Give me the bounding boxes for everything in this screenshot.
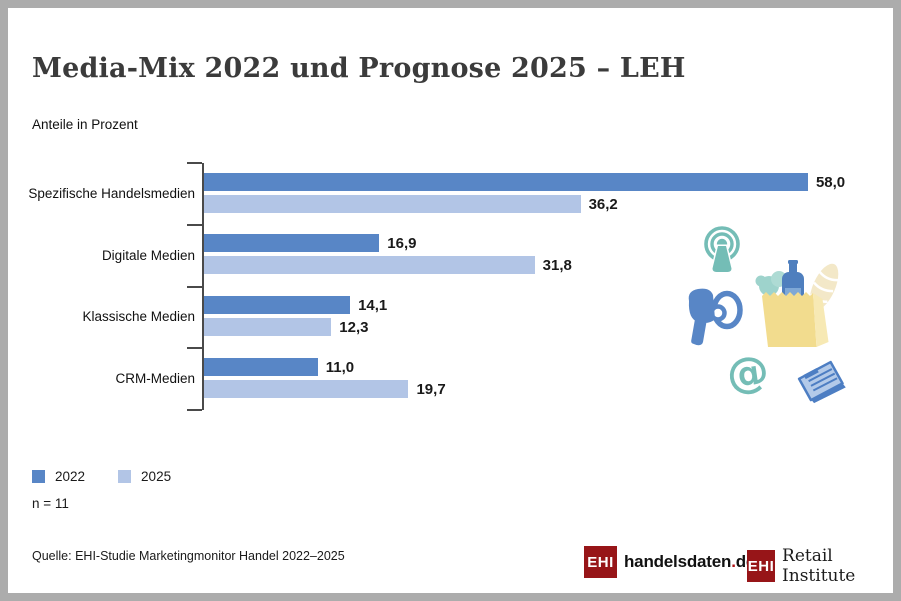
bar-2022 (203, 296, 351, 314)
retail-institute-logo-text: Retail Institute (782, 546, 856, 586)
handelsdaten-logo-text: handelsdaten.de (624, 552, 755, 572)
value-label: 16,9 (387, 235, 417, 253)
category-label: CRM-Medien (115, 371, 195, 387)
newspaper-icon (797, 360, 846, 404)
legend-label-2025: 2025 (141, 469, 172, 484)
axis-tick (187, 223, 202, 226)
registered-trademark-symbol: ® (892, 554, 901, 564)
value-label: 12,3 (339, 319, 369, 336)
bar-2025 (203, 194, 581, 213)
category-label: Spezifische Handelsmedien (28, 185, 195, 201)
handelsdaten-word: handelsdaten (624, 552, 732, 571)
value-label: 36,2 (588, 195, 618, 213)
bar-2025 (203, 379, 409, 398)
axis-line (202, 163, 204, 410)
legend-swatch-2022 (32, 470, 45, 483)
value-label: 19,7 (416, 380, 446, 398)
legend-swatch-2025 (118, 470, 132, 483)
bar-2025 (203, 256, 535, 275)
legend-label-2022: 2022 (55, 469, 86, 484)
value-label: 14,1 (358, 297, 388, 314)
bar-2022 (203, 172, 808, 191)
axis-tick (187, 409, 202, 411)
value-label: 58,0 (815, 173, 846, 191)
axis-tick (187, 285, 202, 288)
megaphone-icon (688, 288, 743, 346)
broadcast-tower-icon (704, 226, 740, 274)
value-label: 31,8 (542, 257, 572, 275)
sample-size-note: n = 11 (32, 496, 69, 511)
bar-2025 (203, 318, 332, 336)
page-title: Media-Mix 2022 und Prognose 2025 – LEH (32, 53, 686, 84)
axis-tick (187, 347, 202, 350)
source-note: Quelle: EHI-Studie Marketingmonitor Hand… (32, 549, 345, 563)
category-label: Klassische Medien (82, 309, 195, 325)
ehi-logo-box: EHI (584, 546, 617, 578)
axis-tick (187, 162, 202, 164)
ehi-retail-institute-logo: EHI Retail Institute ® (747, 546, 901, 586)
bar-2022 (203, 234, 380, 253)
category-label: Digitale Medien (101, 247, 195, 263)
bar-2022 (203, 357, 318, 376)
handelsdaten-dot: . (731, 552, 736, 571)
shopping-bag-icon (755, 260, 839, 347)
chart-subtitle: Anteile in Prozent (32, 117, 138, 132)
media-illustration: @ (688, 226, 846, 404)
value-label: 11,0 (325, 358, 355, 376)
ehi-handelsdaten-logo: EHI handelsdaten.de (584, 546, 755, 578)
ehi-logo-box: EHI (747, 550, 776, 582)
chart-legend: 2022 2025 (32, 469, 204, 484)
at-sign-icon: @ (723, 345, 771, 399)
